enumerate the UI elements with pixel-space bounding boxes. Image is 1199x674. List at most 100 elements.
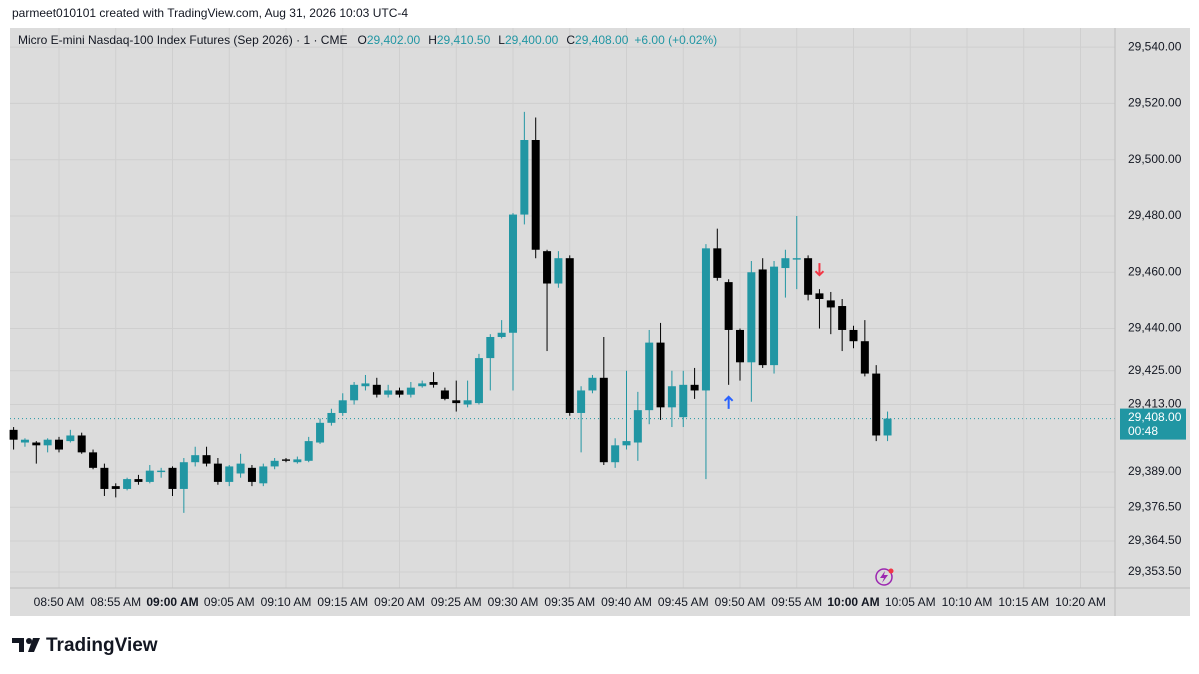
candle-body <box>588 377 597 391</box>
candle-body <box>486 336 495 359</box>
candle-body <box>736 329 744 363</box>
y-tick-label: 29,389.00 <box>1128 464 1182 478</box>
caption: parmeet010101 created with TradingView.c… <box>12 6 408 20</box>
candle-body <box>43 439 52 446</box>
candle-body <box>134 479 143 482</box>
legend-value: 29,410.50 <box>437 33 491 47</box>
candle-body <box>418 383 427 387</box>
candle-body <box>860 341 869 374</box>
logo-dot <box>26 638 32 644</box>
logo-t <box>12 638 24 652</box>
countdown: 00:48 <box>1128 424 1158 438</box>
candle-body <box>293 459 302 463</box>
legend-value: 29,400.00 <box>505 33 559 47</box>
candle-body <box>179 462 188 489</box>
legend-key: H <box>428 33 437 47</box>
candle-body <box>463 400 472 405</box>
alert-icon <box>875 568 894 586</box>
y-tick-label: 29,480.00 <box>1128 208 1182 222</box>
x-tick-label: 09:05 AM <box>204 595 255 609</box>
icon-dot <box>888 568 894 574</box>
brand-logo: TradingView <box>12 635 158 656</box>
candle-body <box>804 258 813 295</box>
candle-body <box>690 384 699 391</box>
candle-body <box>259 466 268 484</box>
x-tick-label: 09:40 AM <box>601 595 652 609</box>
candle-body <box>327 412 336 423</box>
y-tick-label: 29,425.00 <box>1128 363 1182 377</box>
candle-body <box>611 445 620 463</box>
candle-body <box>282 459 290 461</box>
brand-name: TradingView <box>46 635 158 656</box>
candle-body <box>9 429 18 440</box>
candle-body <box>520 140 529 215</box>
candle-body <box>350 384 359 401</box>
candle-body <box>599 377 608 463</box>
candle-body <box>724 282 733 330</box>
candle-body <box>452 400 461 404</box>
x-tick-label: 10:10 AM <box>942 595 993 609</box>
x-tick-label: 09:00 AM <box>146 595 198 609</box>
legend-key: L <box>498 33 505 47</box>
candle-body <box>338 400 347 413</box>
legend-key: C <box>566 33 575 47</box>
candle-body <box>270 460 279 467</box>
candle-body <box>679 384 688 418</box>
y-tick-label: 29,520.00 <box>1128 96 1182 110</box>
candle-body <box>781 258 790 269</box>
candle-body <box>111 486 120 489</box>
candle-body <box>202 455 211 464</box>
candle-body <box>247 467 256 482</box>
legend-value: 29,408.00 <box>575 33 629 47</box>
legend-title: Micro E-mini Nasdaq-100 Index Futures (S… <box>18 33 347 47</box>
signal-arrow <box>814 263 825 277</box>
candle-body <box>565 258 574 413</box>
x-tick-label: 09:20 AM <box>374 595 425 609</box>
candle-body <box>543 251 552 284</box>
signal-arrow <box>723 395 734 409</box>
y-tick-label: 29,376.50 <box>1128 499 1182 513</box>
candle-body <box>372 384 381 395</box>
legend-value: 29,402.00 <box>367 33 421 47</box>
candle-body <box>168 467 177 489</box>
candle-body <box>531 140 540 250</box>
candle-body <box>633 410 642 443</box>
candle-body <box>316 422 325 443</box>
candle-body <box>792 258 801 260</box>
arrow-shape <box>814 263 825 277</box>
candle-body <box>838 306 847 330</box>
candle-body <box>213 463 222 482</box>
x-tick-label: 10:00 AM <box>827 595 879 609</box>
candle-body <box>713 248 722 278</box>
candle-body <box>20 439 29 443</box>
x-tick-label: 09:10 AM <box>261 595 312 609</box>
y-tick-label: 29,364.50 <box>1128 533 1182 547</box>
candle-body <box>145 470 154 482</box>
x-tick-label: 08:50 AM <box>34 595 85 609</box>
logo-v <box>28 638 40 652</box>
last-price-box <box>1120 408 1186 440</box>
chart-pane <box>10 28 1190 616</box>
legend-change: +6.00 (+0.02%) <box>634 33 717 47</box>
candle-body <box>577 390 586 413</box>
candle-body <box>32 442 41 446</box>
plot <box>9 111 1115 513</box>
x-tick-label: 09:50 AM <box>715 595 766 609</box>
candle-body <box>157 470 166 473</box>
legend-key: O <box>357 33 366 47</box>
y-tick-label: 29,413.00 <box>1128 397 1182 411</box>
x-tick-label: 08:55 AM <box>90 595 141 609</box>
candle-body <box>361 383 370 387</box>
candle-body <box>77 435 86 453</box>
candle-body <box>826 300 835 308</box>
x-tick-label: 09:55 AM <box>771 595 822 609</box>
candle-body <box>770 266 779 366</box>
x-tick-label: 09:15 AM <box>317 595 368 609</box>
x-tick-label: 10:20 AM <box>1055 595 1106 609</box>
y-tick-label: 29,460.00 <box>1128 264 1182 278</box>
y-tick-label: 29,353.50 <box>1128 564 1182 578</box>
candle-body <box>429 382 438 385</box>
candle-body <box>849 329 858 342</box>
candle-body <box>815 293 824 299</box>
